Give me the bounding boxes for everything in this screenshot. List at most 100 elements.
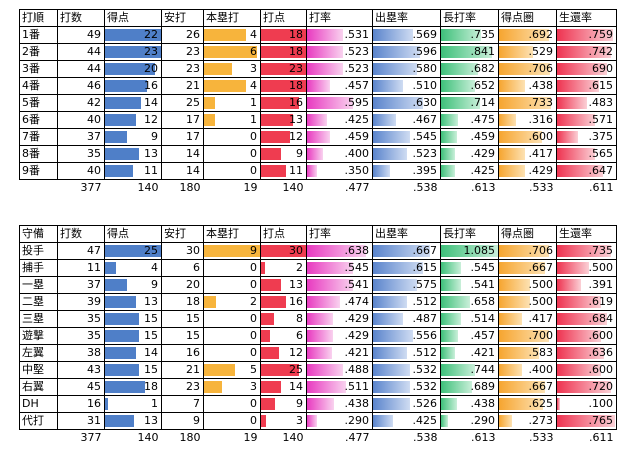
cell-value: 6	[193, 261, 200, 274]
table-cell: 9	[104, 276, 162, 294]
cell-value: 12	[144, 113, 158, 126]
column-header: 守備	[19, 225, 58, 243]
table-cell: 16	[104, 77, 162, 95]
cell-value: 0	[250, 130, 257, 143]
cell-value: .532	[412, 363, 438, 376]
cell-value: 45	[87, 380, 101, 393]
data-bar	[261, 262, 265, 274]
data-bar	[261, 364, 300, 376]
table-row: 一塁 37 9 20 0 13 .541 .575 .541 .500 .391	[19, 276, 617, 294]
data-bar	[261, 347, 279, 359]
table-cell: 11	[104, 162, 162, 180]
table-cell: 13	[260, 276, 307, 294]
cell-value: 15	[186, 329, 200, 342]
total-value: 140	[282, 431, 304, 444]
cell-value: .615	[588, 79, 614, 92]
total-value: .611	[589, 181, 614, 194]
data-bar	[204, 29, 246, 41]
data-bar	[261, 131, 291, 143]
table-cell: 13	[104, 412, 162, 430]
data-bar	[105, 279, 128, 291]
cell-value: 690	[592, 62, 613, 75]
cell-value: 2	[250, 295, 257, 308]
cell-value: 18	[289, 79, 303, 92]
table-cell: .658	[440, 293, 499, 311]
cell-value: 14	[186, 147, 200, 160]
column-header: 本塁打	[203, 225, 261, 243]
data-bar	[441, 245, 498, 257]
table-cell: .429	[306, 310, 373, 328]
cell-value: .667	[528, 380, 554, 393]
cell-value: 5	[250, 363, 257, 376]
data-bar	[105, 245, 161, 257]
total-value: .611	[589, 431, 614, 444]
cell-value: 13	[289, 113, 303, 126]
table-row: 右翼 45 18 23 3 14 .511 .532 .689 .667 .720	[19, 378, 617, 396]
table-cell: 0	[203, 395, 261, 413]
row-label: 2番	[19, 43, 58, 61]
cell-value: 14	[289, 380, 303, 393]
table-cell: 25	[161, 94, 204, 112]
data-bar	[204, 46, 258, 58]
data-bar	[105, 296, 136, 308]
table-cell: 18	[260, 26, 307, 44]
table-cell: 40	[57, 162, 105, 180]
data-bar	[307, 381, 346, 393]
data-bar	[557, 347, 605, 359]
table-cell: .541	[306, 276, 373, 294]
table-cell: 35	[57, 145, 105, 163]
table-cell: 15	[104, 361, 162, 379]
cell-value: .500	[588, 261, 614, 274]
table-cell: .467	[372, 111, 441, 129]
cell-value: .512	[412, 295, 438, 308]
table-cell: 4	[203, 26, 261, 44]
data-bar	[261, 313, 274, 325]
table-cell: .569	[372, 26, 441, 44]
table-cell: 15	[104, 327, 162, 345]
table-cell: 23	[104, 43, 162, 61]
data-bar	[307, 245, 366, 257]
cell-value: 40	[87, 164, 101, 177]
cell-value: .600	[588, 329, 614, 342]
batting-order-table: 打順 打数 得点 安打 本塁打 打点 打率 出塁率 長打率 得点圏 生還率 1番 49 22 26 4 18.5…	[19, 9, 617, 196]
table-cell: .625	[498, 395, 557, 413]
data-bar	[373, 131, 410, 143]
table-cell: .290	[440, 412, 499, 430]
cell-value: 4	[151, 261, 158, 274]
data-bar	[499, 381, 545, 393]
data-bar	[499, 262, 545, 274]
cell-value: .273	[528, 414, 554, 427]
table-cell: 30	[260, 242, 307, 260]
cell-value: .575	[412, 278, 438, 291]
table-cell: .421	[440, 344, 499, 362]
cell-value: 15	[144, 312, 158, 325]
table-cell: 18	[260, 43, 307, 61]
cell-value: 15	[186, 312, 200, 325]
cell-value: .689	[470, 380, 496, 393]
total-value: 140	[137, 431, 159, 444]
data-bar	[441, 97, 480, 109]
row-label: DH	[19, 395, 58, 413]
data-bar	[373, 381, 410, 393]
table-cell: .532	[372, 361, 441, 379]
table-cell: 17	[161, 128, 204, 146]
table-cell: 9	[260, 145, 307, 163]
data-bar	[499, 29, 550, 41]
data-bar	[307, 148, 324, 160]
table-cell: 14	[161, 162, 204, 180]
data-bar	[499, 279, 531, 291]
data-bar	[105, 313, 139, 325]
cell-value: .512	[412, 346, 438, 359]
table-cell: .630	[372, 94, 441, 112]
cell-value: 40	[87, 113, 101, 126]
data-bar	[557, 80, 600, 92]
cell-value: .600	[588, 363, 614, 376]
table-cell: .429	[440, 145, 499, 163]
cell-value: 12	[289, 346, 303, 359]
table-cell: .425	[440, 162, 499, 180]
data-bar	[261, 80, 306, 92]
data-bar	[373, 80, 404, 92]
cell-value: .483	[588, 96, 614, 109]
table-cell: .595	[306, 94, 373, 112]
cell-value: .438	[344, 397, 370, 410]
